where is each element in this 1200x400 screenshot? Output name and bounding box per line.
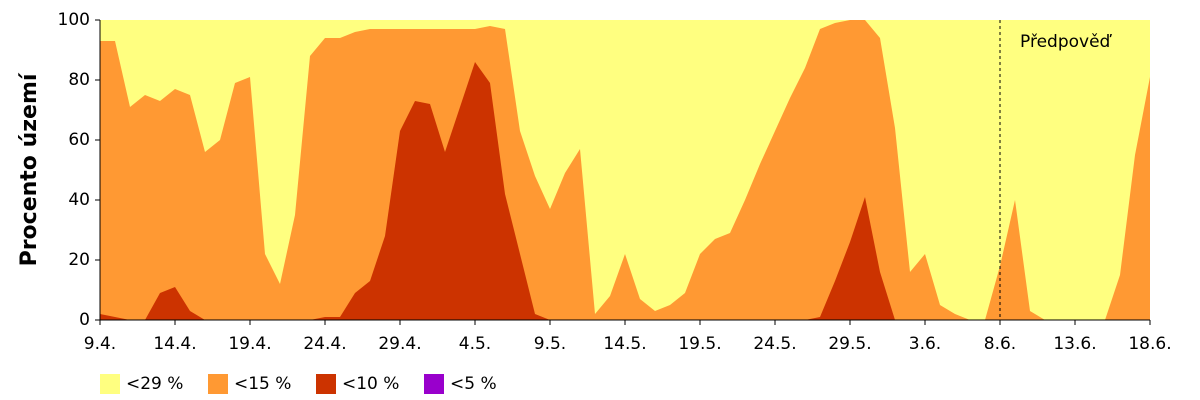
x-tick-label: 4.5. — [459, 334, 491, 354]
legend-label: <29 % — [126, 374, 183, 394]
y-tick-label: 80 — [68, 70, 90, 90]
legend-label: <5 % — [450, 374, 497, 394]
x-tick-label: 29.4. — [378, 334, 421, 354]
legend-swatch — [424, 374, 444, 394]
x-tick-label: 9.5. — [534, 334, 566, 354]
legend-label: <15 % — [234, 374, 291, 394]
x-tick-label: 19.4. — [228, 334, 271, 354]
x-tick-label: 19.5. — [678, 334, 721, 354]
y-tick-label: 60 — [68, 130, 90, 150]
x-tick-label: 3.6. — [909, 334, 941, 354]
x-tick-label: 14.4. — [153, 334, 196, 354]
x-tick-label: 24.5. — [753, 334, 796, 354]
y-tick-label: 0 — [79, 310, 90, 330]
x-tick-label: 8.6. — [984, 334, 1016, 354]
y-axis-label: Procento území — [17, 72, 42, 266]
legend-swatch — [316, 374, 336, 394]
x-tick-label: 13.6. — [1053, 334, 1096, 354]
x-tick-label: 14.5. — [603, 334, 646, 354]
legend-swatch — [100, 374, 120, 394]
y-tick-label: 20 — [68, 250, 90, 270]
legend-label: <10 % — [342, 374, 399, 394]
y-tick-label: 40 — [68, 190, 90, 210]
x-tick-label: 29.5. — [828, 334, 871, 354]
annotation: Předpověď — [1020, 32, 1113, 52]
x-tick-label: 9.4. — [84, 334, 116, 354]
x-tick-label: 18.6. — [1128, 334, 1171, 354]
legend-swatch — [208, 374, 228, 394]
x-tick-label: 24.4. — [303, 334, 346, 354]
area — [100, 20, 1150, 320]
y-tick-label: 100 — [58, 10, 90, 30]
